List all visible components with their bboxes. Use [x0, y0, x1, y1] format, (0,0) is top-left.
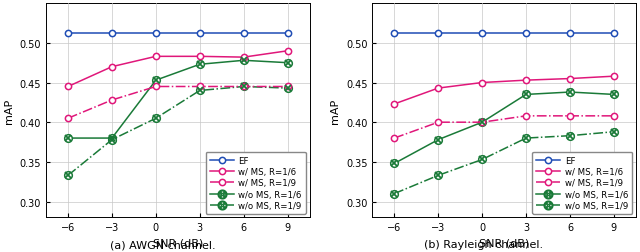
X-axis label: SNR (dB): SNR (dB)	[479, 238, 529, 248]
Text: (a) AWGN channel.: (a) AWGN channel.	[110, 239, 216, 249]
Text: (b) Rayleigh channel.: (b) Rayleigh channel.	[424, 239, 543, 249]
Legend: EF, w/ MS, R=1/6, w/ MS, R=1/9, w/o MS, R=1/6, w/o MS, R=1/9: EF, w/ MS, R=1/6, w/ MS, R=1/9, w/o MS, …	[205, 152, 306, 214]
X-axis label: SNR (dB): SNR (dB)	[153, 238, 203, 248]
Legend: EF, w/ MS, R=1/6, w/ MS, R=1/9, w/o MS, R=1/6, w/o MS, R=1/9: EF, w/ MS, R=1/6, w/ MS, R=1/9, w/o MS, …	[532, 152, 632, 214]
Y-axis label: mAP: mAP	[330, 98, 340, 123]
Y-axis label: mAP: mAP	[4, 98, 14, 123]
